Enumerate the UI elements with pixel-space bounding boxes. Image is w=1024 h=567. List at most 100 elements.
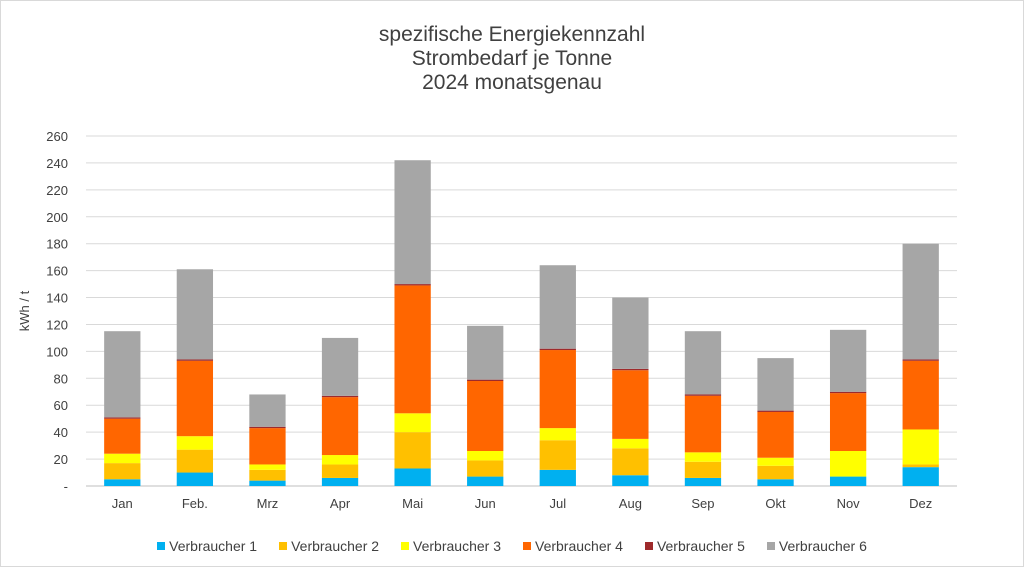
bar-segment-verbraucher-1 (612, 475, 649, 486)
bar-segment-verbraucher-4 (394, 285, 431, 414)
x-tick-label: Mrz (257, 496, 279, 511)
bar-segment-verbraucher-6 (249, 394, 286, 427)
bar-segment-verbraucher-3 (394, 413, 431, 433)
x-tick-label: Nov (837, 496, 861, 511)
bar-segment-verbraucher-1 (757, 479, 794, 486)
y-tick-label: 180 (46, 237, 68, 252)
chart-title-line-3: 2024 monatsgenau (422, 71, 602, 94)
bar-segment-verbraucher-2 (176, 449, 214, 473)
y-tick-label: 240 (46, 156, 68, 171)
bar-segment-verbraucher-1 (176, 472, 214, 486)
bar-segment-verbraucher-5 (321, 395, 359, 398)
bar-segment-verbraucher-4 (176, 360, 214, 437)
bar-segment-verbraucher-6 (394, 160, 431, 285)
bar-segment-verbraucher-3 (467, 451, 504, 461)
bar-segment-verbraucher-2 (539, 440, 576, 470)
bar-segment-verbraucher-5 (467, 379, 504, 381)
chart-title-line-2: Strombedarf je Tonne (411, 47, 613, 70)
bar-segment-verbraucher-5 (902, 359, 939, 361)
bar-segment-verbraucher-2 (757, 465, 794, 480)
bar-segment-verbraucher-5 (612, 368, 649, 371)
x-tick-label: Dez (909, 496, 932, 511)
bar-segment-verbraucher-4 (467, 381, 504, 451)
bars (104, 160, 939, 486)
chart-title: spezifische Energiekennzahl Strombedarf … (1, 23, 1023, 95)
y-tick-label: 100 (46, 344, 68, 359)
bar-segment-verbraucher-6 (829, 329, 867, 392)
legend-label: Verbraucher 5 (656, 538, 745, 554)
bar-segment-verbraucher-2 (104, 463, 141, 480)
y-tick-label: 160 (46, 264, 68, 279)
bar-segment-verbraucher-5 (757, 410, 794, 412)
legend-label: Verbraucher 2 (291, 538, 380, 554)
bar-segment-verbraucher-4 (539, 350, 576, 429)
bar-segment-verbraucher-1 (829, 476, 867, 486)
legend-item: Verbraucher 4 (523, 538, 623, 554)
x-tick-label: Apr (330, 496, 351, 511)
bar-segment-verbraucher-5 (829, 391, 867, 394)
y-tick-label: - (64, 479, 68, 494)
x-tick-label: Feb. (182, 496, 208, 511)
bar-segment-verbraucher-1 (249, 480, 286, 486)
legend-label: Verbraucher 3 (413, 538, 501, 554)
bar-segment-verbraucher-5 (249, 426, 286, 429)
legend-swatch (401, 542, 410, 550)
bar-segment-verbraucher-4 (612, 370, 649, 439)
bar-segment-verbraucher-5 (394, 284, 431, 286)
bar-segment-verbraucher-4 (829, 393, 867, 451)
bar-segment-verbraucher-6 (684, 331, 722, 395)
legend-item: Verbraucher 2 (279, 538, 379, 554)
axes: kWh / t - 20 40 60 80 100 120 140 160 180 200 220 24… (17, 129, 932, 511)
bar-segment-verbraucher-3 (539, 428, 576, 441)
bar-segment-verbraucher-3 (612, 438, 649, 449)
bar-segment-verbraucher-2 (249, 469, 286, 481)
bar-segment-verbraucher-1 (394, 468, 431, 486)
bar-segment-verbraucher-3 (829, 451, 867, 477)
y-tick-label: 120 (46, 317, 68, 332)
bar-segment-verbraucher-3 (176, 436, 214, 450)
bar-segment-verbraucher-4 (104, 418, 141, 454)
y-axis-title: kWh / t (17, 290, 32, 331)
legend-swatch (279, 542, 288, 550)
legend-swatch (157, 542, 166, 550)
x-tick-label: Jan (112, 496, 133, 511)
y-tick-label: 200 (46, 210, 68, 225)
y-tick-label: 220 (46, 183, 68, 198)
legend-item: Verbraucher 5 (644, 538, 745, 554)
bar-segment-verbraucher-1 (104, 479, 141, 486)
bar-segment-verbraucher-4 (757, 411, 794, 458)
chart-title-line-1: spezifische Energiekennzahl (378, 23, 646, 46)
bar-segment-verbraucher-2 (684, 461, 722, 478)
bar-segment-verbraucher-6 (539, 265, 576, 349)
bar-segment-verbraucher-3 (249, 464, 286, 470)
bar-segment-verbraucher-1 (321, 477, 359, 486)
bar-segment-verbraucher-3 (321, 455, 359, 465)
bar-segment-verbraucher-5 (684, 394, 722, 396)
bar-segment-verbraucher-6 (467, 325, 504, 380)
bar-segment-verbraucher-3 (684, 452, 722, 462)
bar-segment-verbraucher-5 (176, 359, 214, 361)
bar-segment-verbraucher-2 (902, 464, 939, 468)
bar-segment-verbraucher-4 (249, 428, 286, 465)
bar-segment-verbraucher-4 (321, 397, 359, 456)
bar-segment-verbraucher-2 (321, 464, 359, 478)
bar-segment-verbraucher-1 (539, 469, 576, 486)
bar-segment-verbraucher-5 (104, 417, 141, 419)
bar-segment-verbraucher-6 (757, 358, 794, 411)
bar-segment-verbraucher-1 (467, 476, 504, 486)
bar-segment-verbraucher-3 (902, 429, 939, 465)
y-tick-label: 260 (46, 129, 68, 144)
legend-label: Verbraucher 6 (778, 538, 867, 554)
bar-segment-verbraucher-3 (757, 457, 794, 466)
y-tick-label: 80 (54, 371, 68, 386)
x-tick-label: Jul (549, 496, 566, 511)
y-tick-label: 40 (54, 425, 68, 440)
legend-swatch (523, 542, 531, 550)
bar-segment-verbraucher-2 (394, 432, 431, 469)
bar-segment-verbraucher-5 (539, 348, 576, 351)
legend-swatch (766, 542, 775, 550)
legend-label: Verbraucher 4 (535, 538, 623, 554)
y-tick-label: 140 (46, 291, 68, 306)
